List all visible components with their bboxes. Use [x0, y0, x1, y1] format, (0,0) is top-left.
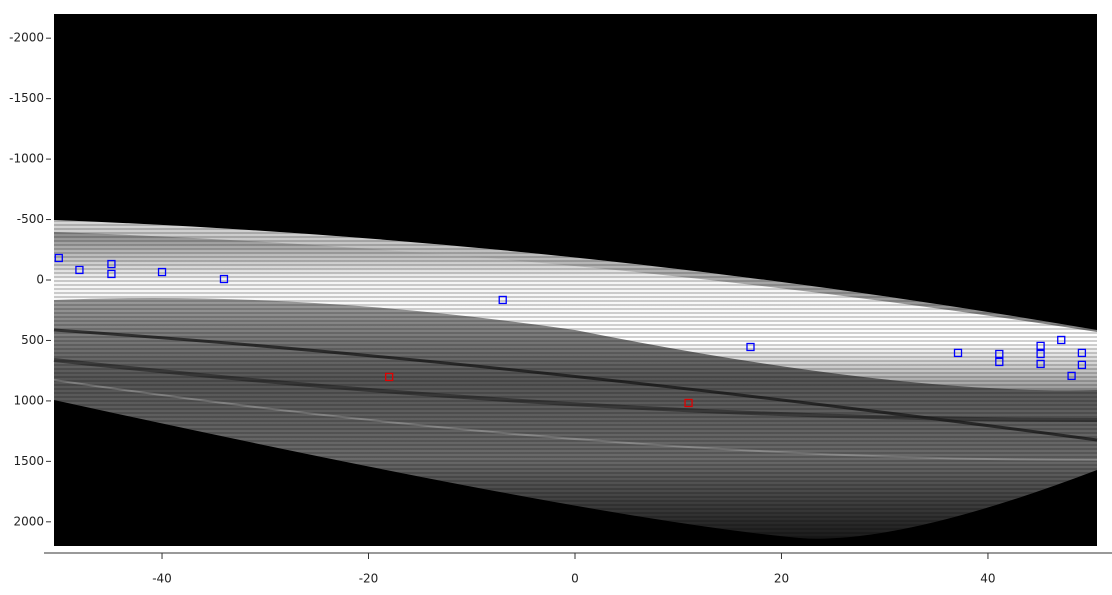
x-tick-label: 0: [571, 572, 579, 586]
y-tick-label: 1000: [13, 393, 44, 407]
y-tick-label: 1500: [13, 454, 44, 468]
point: [746, 342, 755, 352]
x-tick-label: -20: [359, 572, 379, 586]
radargram-image: [53, 14, 1098, 546]
point: [107, 259, 116, 269]
point: [1036, 349, 1045, 359]
point: [107, 269, 116, 279]
x-tick-label: -40: [152, 572, 172, 586]
y-tick-label: 500: [21, 333, 44, 347]
point: [498, 295, 507, 305]
x-tick-label: 40: [980, 572, 995, 586]
point: [75, 265, 84, 275]
point: [684, 398, 693, 408]
point: [1057, 335, 1066, 345]
point: [1067, 371, 1076, 381]
point: [157, 267, 167, 277]
point: [1036, 341, 1045, 351]
point: [995, 349, 1004, 359]
y-tick-label: 0: [36, 273, 44, 287]
y-tick-label: -1000: [9, 152, 44, 166]
y-tick-label: -1500: [9, 91, 44, 105]
point: [953, 348, 963, 358]
x-tick-label: 20: [774, 572, 789, 586]
point: [1077, 348, 1087, 358]
point: [54, 253, 63, 263]
point: [1036, 359, 1045, 369]
point: [1077, 360, 1087, 370]
point: [995, 357, 1004, 367]
y-tick-label: 2000: [13, 514, 44, 528]
y-tick-label: -2000: [9, 31, 44, 45]
point: [219, 274, 229, 284]
y-tick-label: -500: [17, 212, 44, 226]
point: [385, 372, 394, 382]
